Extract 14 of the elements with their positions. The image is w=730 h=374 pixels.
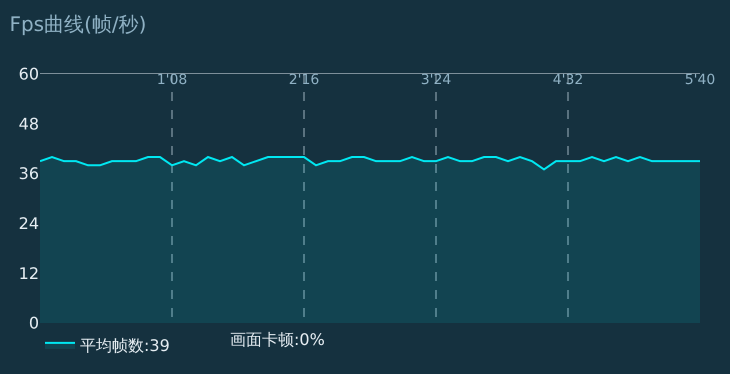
chart-title: Fps曲线(帧/秒) — [9, 12, 146, 36]
x-tick-label: 2'16 — [288, 72, 320, 88]
x-tick-label: 4'32 — [552, 72, 584, 88]
y-tick-label: 24 — [18, 214, 39, 233]
x-tick-label: 1'08 — [156, 72, 188, 88]
x-tick-label: 3'24 — [420, 72, 452, 88]
x-tick-label: 5'40 — [684, 72, 716, 88]
y-tick-label: 36 — [18, 164, 39, 184]
y-tick-label: 48 — [18, 114, 39, 134]
y-tick-label: 12 — [18, 264, 39, 283]
y-tick-label: 60 — [18, 64, 39, 84]
text: 画面卡顿:0% — [230, 330, 325, 349]
legend-label: 平均帧数:39 — [80, 336, 170, 356]
y-tick-label: 0 — [28, 314, 39, 333]
